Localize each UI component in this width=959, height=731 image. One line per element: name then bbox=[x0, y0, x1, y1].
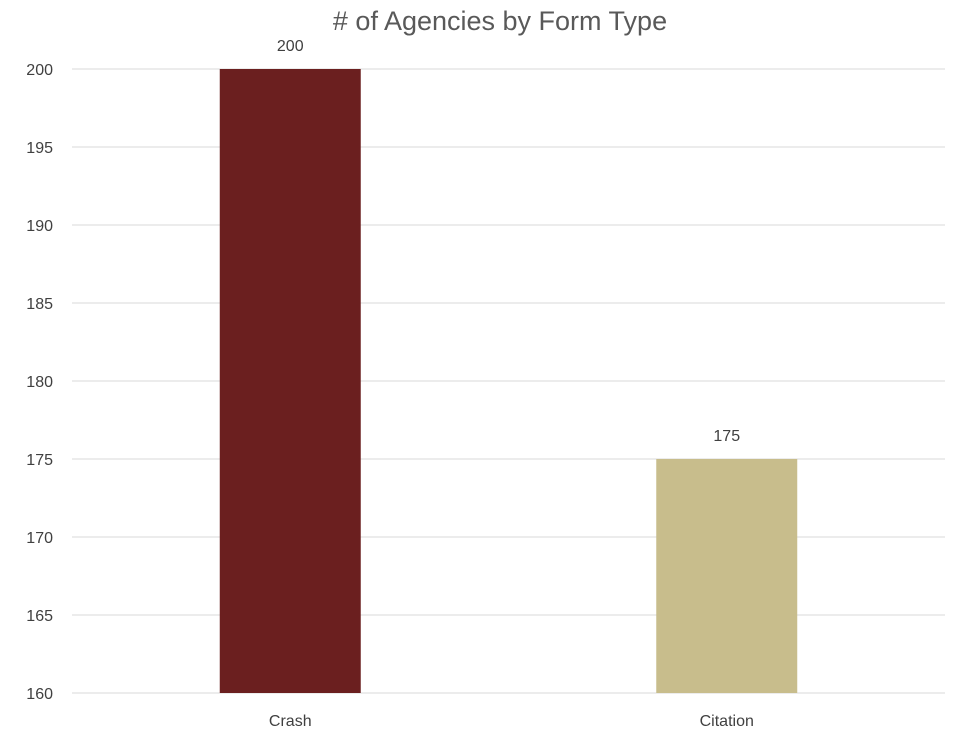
data-label-crash: 200 bbox=[277, 38, 304, 55]
y-tick-label: 170 bbox=[26, 530, 53, 547]
chart-title: # of Agencies by Form Type bbox=[333, 6, 667, 36]
y-tick-label: 175 bbox=[26, 452, 53, 469]
bars bbox=[219, 69, 798, 693]
bar-citation bbox=[656, 459, 798, 693]
x-category-label-crash: Crash bbox=[269, 713, 312, 730]
x-category-label-citation: Citation bbox=[700, 713, 754, 730]
y-tick-label: 200 bbox=[26, 62, 53, 79]
y-tick-label: 165 bbox=[26, 608, 53, 625]
y-tick-label: 160 bbox=[26, 686, 53, 703]
y-tick-label: 185 bbox=[26, 296, 53, 313]
y-axis-ticks: 160 165 170 175 180 185 190 195 200 bbox=[26, 62, 53, 703]
data-labels: 200 175 bbox=[277, 38, 740, 445]
x-axis-categories: Crash Citation bbox=[269, 713, 754, 730]
gridlines bbox=[72, 68, 945, 694]
y-tick-label: 195 bbox=[26, 140, 53, 157]
bar-crash bbox=[219, 69, 361, 693]
y-tick-label: 190 bbox=[26, 218, 53, 235]
data-label-citation: 175 bbox=[713, 428, 740, 445]
y-tick-label: 180 bbox=[26, 374, 53, 391]
